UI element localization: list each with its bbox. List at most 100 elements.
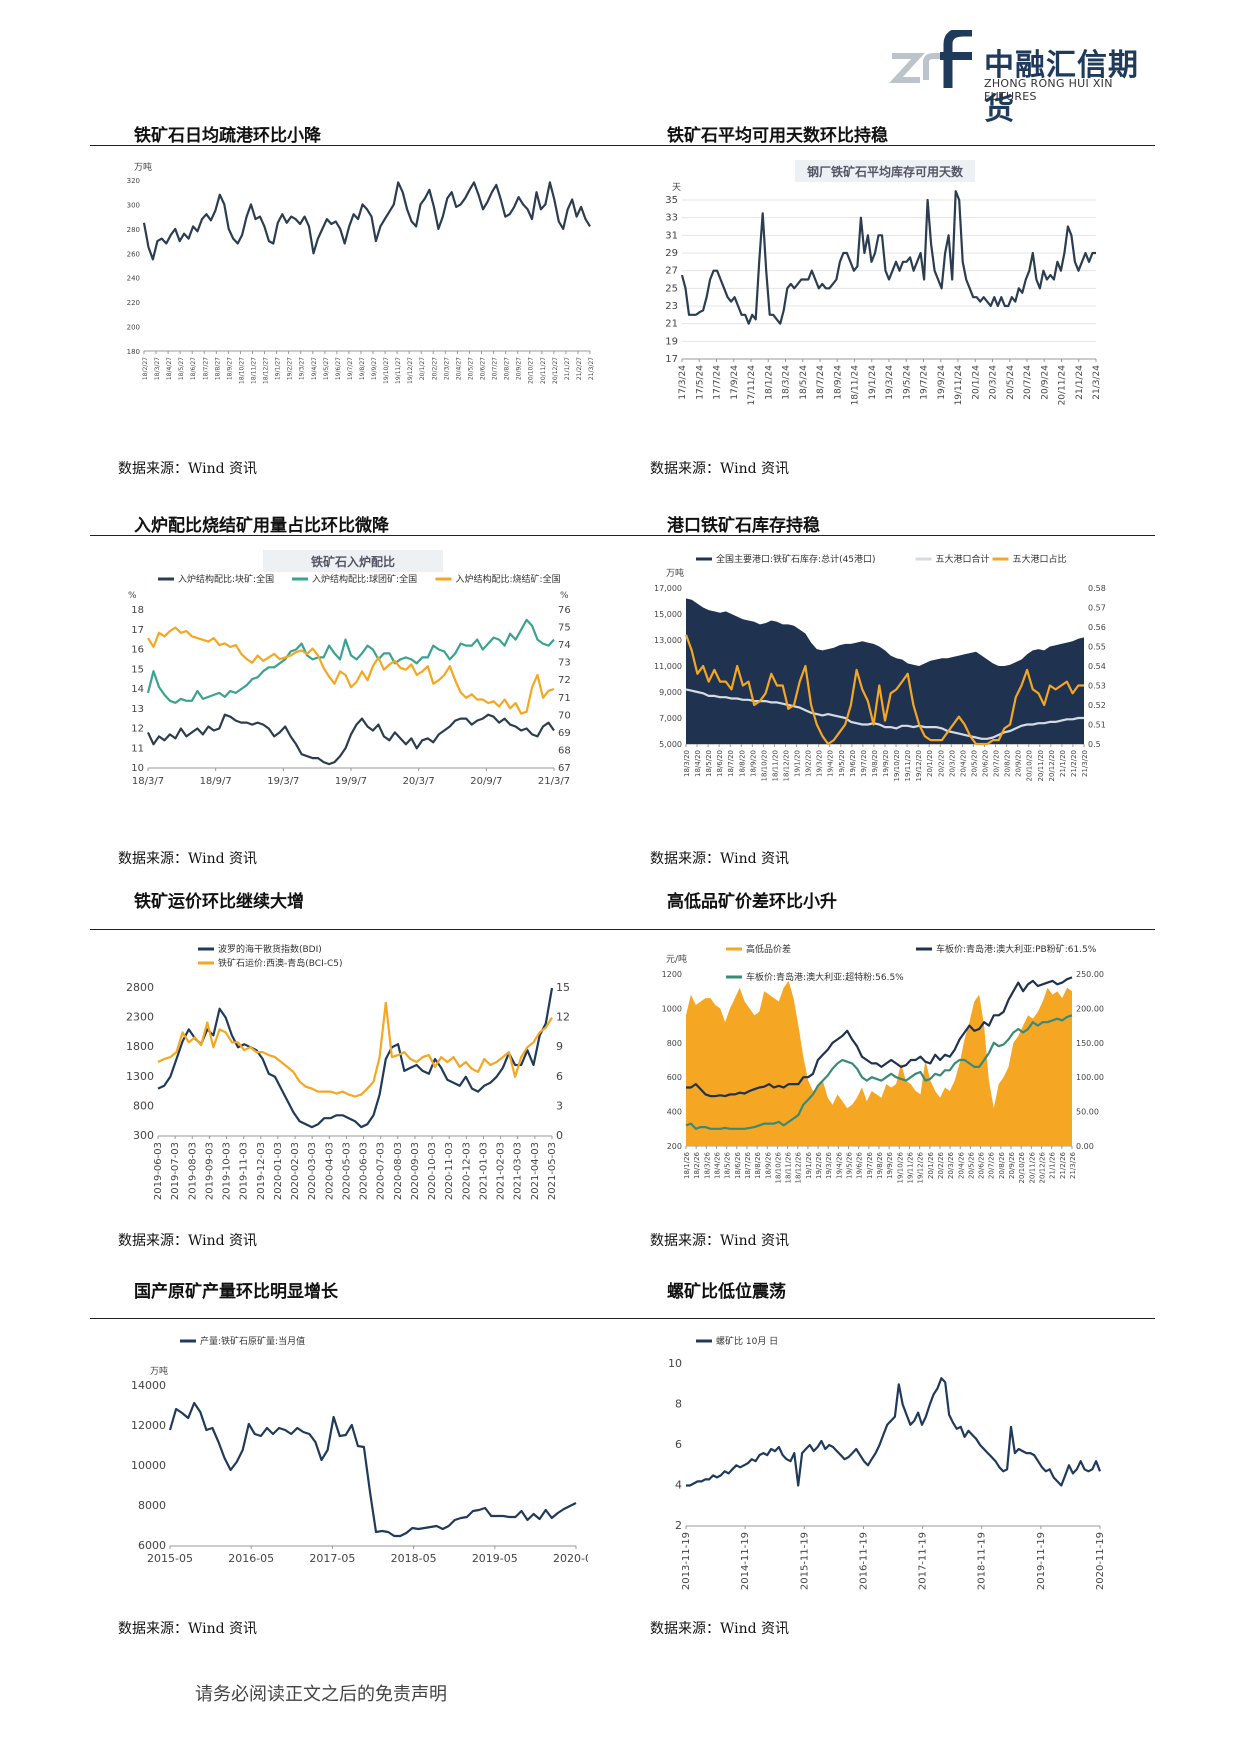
x-tick-label: 19/10/20 (893, 750, 901, 781)
x-tick-label: 18/3/7 (132, 776, 164, 787)
section-title-c5: 铁矿运价环比继续大增 (134, 892, 304, 912)
x-tick-label: 18/11/24 (851, 365, 861, 406)
y-tick-label: 300 (133, 1129, 154, 1142)
y-tick-label: 320 (127, 177, 140, 185)
series-area-1 (686, 980, 1072, 1146)
y-tick-label: 800 (133, 1099, 154, 1112)
x-tick-label: 20/12/20 (1048, 750, 1056, 781)
x-tick-label: 19/5/24 (902, 365, 912, 400)
x-tick-label: 18/7/20 (727, 750, 735, 777)
disclaimer-footer: 请务必阅读正文之后的免责声明 (195, 1684, 447, 1705)
x-tick-label: 20/8/27 (504, 357, 511, 380)
y-tick-label: 6000 (138, 1539, 166, 1552)
x-tick-label: 21/2/20 (1070, 750, 1078, 777)
y-tick-label: 4 (675, 1479, 682, 1492)
y2-tick-label: 3 (556, 1099, 563, 1112)
y2-tick-label: 68 (558, 745, 571, 756)
y-tick-label: 15,000 (654, 610, 682, 619)
x-tick-label: 20/2/20 (937, 750, 945, 777)
x-tick-label: 2018-11-19 (977, 1532, 988, 1590)
x-tick-label: 20/3/20 (948, 750, 956, 777)
y-tick-label: 220 (127, 299, 140, 307)
x-tick-label: 19/10/26 (896, 1151, 904, 1183)
y-tick-label: 31 (665, 230, 678, 241)
legend-label: 高低品价差 (746, 943, 791, 955)
x-tick-label: 19/5/27 (323, 357, 330, 380)
series-line-2 (686, 976, 1073, 1098)
legend: 高低品价差 车板价:青岛港:澳大利亚:PB粉矿:61.5% 车板价:青岛港:澳大利亚… (726, 943, 1097, 983)
x-tick-label: 18/3/24 (782, 365, 792, 400)
x-tick-label: 18/4/20 (694, 750, 702, 777)
x-tick-label: 18/8/26 (754, 1151, 762, 1179)
series-line-3 (685, 1014, 1073, 1130)
y-tick-label: 800 (667, 1039, 682, 1048)
y-tick-label: 2300 (126, 1011, 154, 1024)
y-tick-label: 10000 (131, 1459, 166, 1472)
legend-label: 入炉结构配比:烧结矿:全国 (456, 573, 561, 585)
x-tick-label: 19/2/27 (287, 357, 294, 380)
y-unit-label: 天 (672, 183, 681, 193)
x-tick-label: 2016-05 (228, 1552, 274, 1565)
x-tick-label: 2019-12-03 (256, 1142, 267, 1200)
x-tick-label: 20/11/26 (1028, 1151, 1036, 1183)
series-line-1 (142, 181, 591, 261)
legend: 全国主要港口:铁矿石库存:总计(45港口) 五大港口合计 五大港口占比 (696, 553, 1067, 565)
x-tick-label: 19/2/20 (805, 750, 813, 777)
x-tick-label: 2020-08-03 (393, 1142, 404, 1200)
series-line-1 (147, 713, 555, 766)
x-tick-label: 19/3/7 (267, 776, 299, 787)
y2-tick-label: 0.57 (1088, 604, 1106, 613)
x-tick-label: 20/10/26 (1018, 1151, 1026, 1183)
y-tick-label: 1000 (662, 1004, 682, 1013)
x-tick-label: 18/5/24 (799, 365, 809, 400)
chart-furnace-ratio: 铁矿石入炉配比%% 10 11 12 13 14 15 16 17 18 67 68 69 70 71 72 7… (118, 548, 588, 798)
legend: 产量:铁矿石原矿量:当月值 (180, 1335, 305, 1347)
source-c7: 数据来源：Wind 资讯 (118, 1621, 258, 1637)
y2-tick-label: 0 (556, 1129, 563, 1142)
x-tick-label: 21/1/27 (564, 357, 571, 380)
legend-label: 车板价:青岛港:澳大利亚:超特粉:56.5% (746, 971, 904, 983)
x-tick-label: 2014-11-19 (740, 1532, 751, 1590)
x-tick-label: 20/1/20 (926, 750, 934, 777)
company-logo: 中融汇信期货 ZHONG RONG HUI XIN FUTURES (888, 30, 1168, 127)
x-tick-label: 2015-05 (147, 1552, 193, 1565)
source-c6: 数据来源：Wind 资讯 (650, 1233, 790, 1249)
y2-tick-label: 6 (556, 1070, 563, 1083)
y2-tick-label: 0.52 (1088, 701, 1106, 710)
chart-svg: 300 800 1300 1800 2300 2800 0 3 6 9 12 15 2019-06-03… (126, 943, 570, 1200)
chart-title-text: 铁矿石入炉配比 (311, 554, 395, 569)
x-tick-label: 2017-11-19 (918, 1532, 929, 1590)
y2-tick-label: 73 (558, 658, 571, 669)
y2-tick-label: 0.58 (1088, 584, 1106, 593)
x-tick-label: 2020-10-03 (427, 1142, 438, 1200)
y-tick-label: 11 (131, 743, 144, 754)
x-tick-label: 2013-11-19 (681, 1532, 692, 1590)
x-tick-label: 2019-05 (472, 1552, 518, 1565)
x-tick-label: 20/7/24 (1023, 365, 1033, 400)
x-tick-label: 2020-09-03 (410, 1142, 421, 1200)
x-tick-label: 2020-02-03 (290, 1142, 301, 1200)
series-line-1 (157, 987, 554, 1129)
x-tick-label: 19/11/20 (904, 750, 912, 781)
x-tick-label: 19/7/20 (860, 750, 868, 777)
y-tick-label: 19 (665, 336, 678, 347)
logo-cn-text: 中融汇信期货 (984, 48, 1139, 127)
x-tick-label: 18/8/20 (738, 750, 746, 777)
y2-tick-label: 0.55 (1088, 643, 1106, 652)
y2-tick-label: 9 (556, 1040, 563, 1053)
x-tick-label: 18/12/26 (795, 1151, 803, 1183)
x-tick-label: 2016-11-19 (858, 1532, 869, 1590)
series-line-2 (157, 1001, 553, 1098)
y2-tick-label: 67 (558, 763, 571, 774)
y2-tick-label: 12 (556, 1011, 570, 1024)
y-tick-label: 17 (131, 625, 144, 636)
x-tick-label: 21/1/26 (1049, 1151, 1057, 1179)
y-tick-label: 600 (667, 1073, 682, 1082)
x-tick-label: 20/3/26 (947, 1151, 955, 1179)
legend-label: 铁矿石运价:西澳-青岛(BCI-C5) (218, 957, 343, 969)
y-tick-label: 300 (127, 201, 140, 209)
series-line-3 (147, 626, 555, 715)
x-tick-label: 20/11/20 (1037, 750, 1045, 781)
x-tick-label: 19/9/26 (886, 1151, 894, 1179)
x-tick-label: 18/9/7 (200, 776, 232, 787)
